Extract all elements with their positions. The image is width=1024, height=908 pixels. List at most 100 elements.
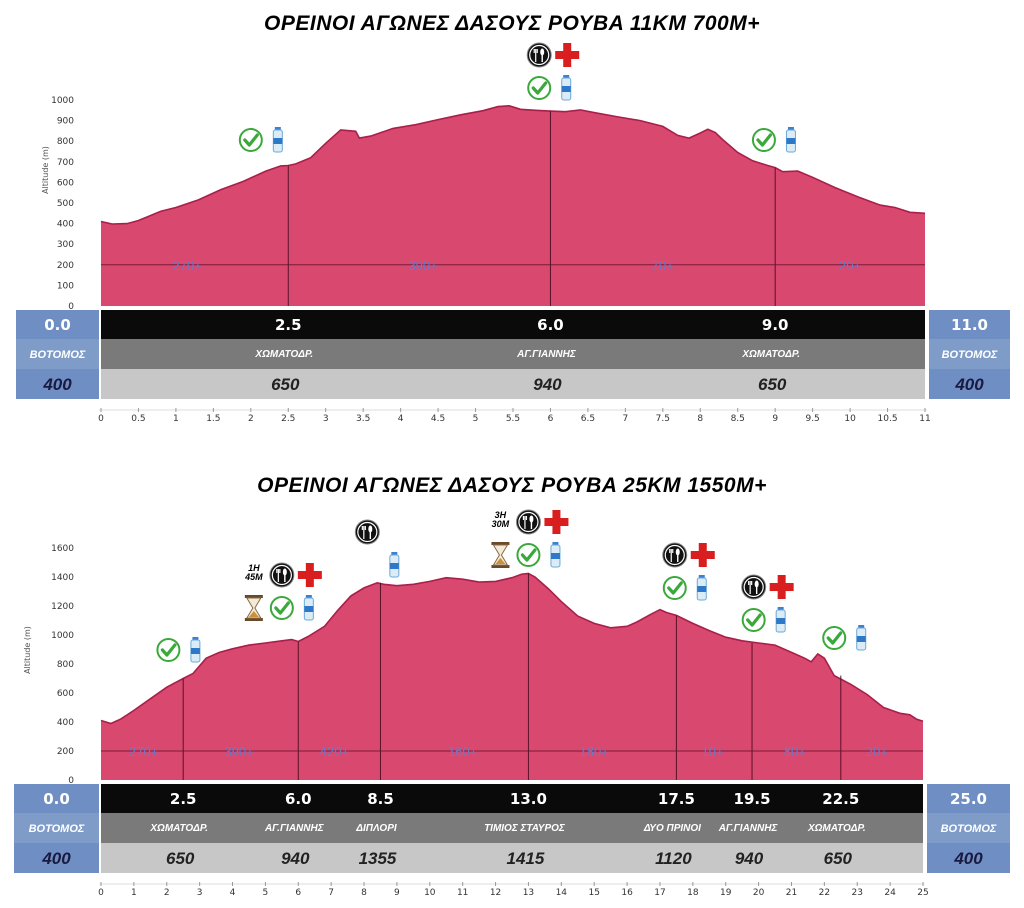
x-tick-label: 11 (457, 888, 468, 898)
checkpoint-icon (662, 576, 687, 600)
start-altitude-cell (14, 843, 99, 873)
water-bottle-cap (563, 75, 570, 78)
x-tick-label: 6 (295, 888, 301, 898)
x-tick-label: 2 (164, 888, 170, 898)
end-altitude-cell (927, 843, 1010, 873)
x-tick-label: 5 (263, 888, 269, 898)
station-distance: 2.5 (275, 316, 302, 334)
spoon-icon (368, 525, 373, 533)
spoon-icon (675, 548, 680, 556)
end-name-cell (929, 339, 1010, 369)
station-name: ΔΥΟ ΠΡΙΝΟΙ (643, 823, 701, 834)
station-distance: 6.0 (285, 790, 312, 808)
x-tick-label: 1.5 (206, 414, 220, 424)
end-name: ΒΟΤΟΜΟΣ (941, 823, 997, 835)
chart-title-25km: ΟΡΕΙΝΟΙ ΑΓΩΝΕΣ ΔΑΣΟΥΣ ΡΟΥΒΑ 25KM 1550M+ (257, 474, 767, 497)
x-tick-label: 4 (230, 888, 236, 898)
water-bottle-label (856, 636, 866, 642)
station-altitude: 1355 (359, 849, 397, 868)
medical-cross-icon (690, 543, 715, 567)
segment-gain-label: 420+ (320, 744, 349, 759)
x-tick-label: 17 (654, 888, 665, 898)
y-tick-label: 0 (68, 302, 74, 312)
x-tick-label: 6.5 (581, 414, 595, 424)
elevation-area (101, 573, 923, 780)
checkpoint-icon (269, 596, 294, 620)
aid-station (741, 574, 794, 633)
x-tick-label: 23 (852, 888, 863, 898)
x-tick-label: 16 (621, 888, 633, 898)
cutoff-time-minutes: 45M (244, 572, 263, 582)
water-bottle-cap (391, 552, 398, 555)
chart-panel-2: Altitude (m)0200400600800100012001400160… (14, 509, 1010, 898)
x-tick-label: 19 (720, 888, 732, 898)
end-altitude-cell (929, 369, 1010, 399)
aid-station (238, 127, 283, 153)
x-tick-label: 9.5 (805, 414, 819, 424)
water-bottle-label (304, 606, 314, 612)
hourglass-sand (248, 611, 259, 617)
spoon-icon (529, 515, 534, 523)
checkmark-path (826, 631, 843, 645)
food-station-icon (741, 574, 767, 600)
fork-icon (361, 526, 366, 539)
station-altitude: 940 (533, 375, 562, 394)
hourglass-top (491, 542, 510, 545)
distance-band (101, 784, 923, 813)
x-tick-label: 0.5 (131, 414, 145, 424)
x-tick-label: 7.5 (656, 414, 670, 424)
water-bottle-cap (274, 127, 281, 130)
water-bottle-cap (858, 625, 865, 628)
checkpoint-icon (741, 608, 766, 632)
water-bottle-label (561, 86, 571, 92)
x-tick-label: 15 (588, 888, 599, 898)
segment-gain-label: 390+ (224, 744, 253, 759)
water-bottle-cap (552, 542, 559, 545)
food-station-icon (662, 542, 688, 568)
checkmark-path (160, 643, 177, 657)
station-name: ΔΙΠΛΟΡΙ (355, 823, 397, 834)
station-distance: 17.5 (658, 790, 695, 808)
x-tick-label: 14 (556, 888, 568, 898)
segment-gain-label: 160+ (448, 744, 477, 759)
segment-gain-label: 270+ (172, 258, 201, 273)
fork-icon (522, 516, 528, 529)
x-tick-label: 7 (328, 888, 334, 898)
y-tick-label: 500 (57, 199, 74, 209)
x-tick-label: 10 (844, 414, 856, 424)
x-tick-label: 3 (197, 888, 203, 898)
food-station-ring (529, 44, 550, 66)
altitude-band (101, 843, 923, 873)
chart-panel-1: Altitude (m)0100200300400500600700800900… (16, 42, 1010, 424)
x-tick-label: 10 (424, 888, 436, 898)
station-distance: 22.5 (822, 790, 859, 808)
end-distance-cell (929, 310, 1010, 339)
x-tick-label: 12 (490, 888, 501, 898)
segment-gain-label: 390+ (408, 258, 437, 273)
cutoff-time-hours: 3H (495, 510, 507, 520)
station-name: ΧΩΜΑΤΟΔΡ. (254, 349, 313, 360)
x-tick-label: 5.5 (506, 414, 520, 424)
station-name: ΑΓ.ΓΙΑΝΝΗΣ (718, 823, 779, 834)
checkmark-path (756, 133, 773, 147)
x-tick-label: 8 (697, 414, 703, 424)
water-bottle-label (190, 648, 200, 654)
start-altitude: 400 (42, 375, 72, 394)
end-altitude: 400 (954, 375, 984, 394)
cutoff-time-hours: 1H (248, 563, 260, 573)
station-name: ΑΓ.ΓΙΑΝΝΗΣ (516, 349, 577, 360)
x-tick-label: 11 (919, 414, 930, 424)
x-tick-label: 1 (131, 888, 137, 898)
checkpoint-icon (156, 638, 181, 662)
elevation-line (100, 104, 926, 225)
aid-station (354, 519, 400, 578)
altitude-band (101, 369, 925, 399)
segment-gain-label: 180+ (580, 744, 609, 759)
x-tick-label: 1 (173, 414, 179, 424)
water-bottle-cap (787, 127, 794, 130)
x-tick-label: 2 (248, 414, 254, 424)
medical-cross-icon (769, 575, 794, 599)
aid-station (156, 637, 201, 663)
